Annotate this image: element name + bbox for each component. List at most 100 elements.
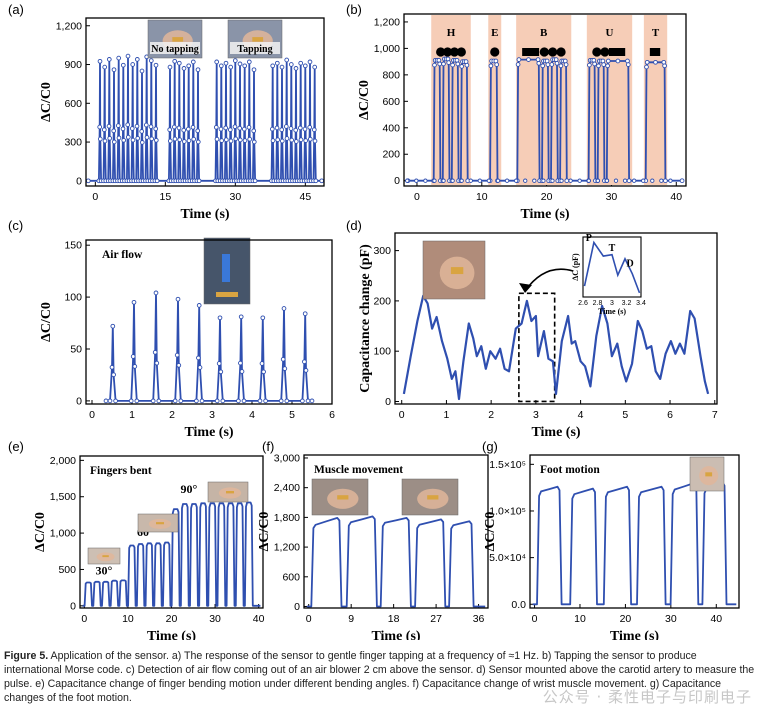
photo-air-blower-nozzle <box>222 254 230 282</box>
y-tick-label: 2,400 <box>274 482 300 494</box>
x-axis-label: Time (s) <box>531 425 580 440</box>
data-marker <box>300 398 305 404</box>
y-tick-label: 400 <box>382 122 400 134</box>
data-marker <box>154 360 160 366</box>
data-marker <box>595 178 600 183</box>
morse-dot <box>600 47 610 57</box>
data-marker <box>130 354 136 359</box>
data-marker <box>526 57 531 62</box>
angle-label: 30° <box>96 564 113 578</box>
series-line <box>306 515 486 608</box>
data-marker <box>445 56 451 62</box>
zoom-arrow <box>524 268 574 292</box>
data-marker <box>307 124 313 130</box>
y-tick-label: 1,000 <box>50 528 76 540</box>
x-tick-label: 0 <box>414 191 420 203</box>
data-marker <box>218 369 224 375</box>
inset-x-tick-label: 3.4 <box>636 300 646 307</box>
x-tick-label: 5 <box>289 409 295 421</box>
data-marker <box>494 62 500 67</box>
panel-a: (a) 0 15 30 45 0 300 600 900 1,200 Time (s) ΔC/C0 No… <box>8 2 325 222</box>
data-marker <box>130 137 136 143</box>
data-marker <box>270 63 276 69</box>
data-marker <box>302 359 307 365</box>
data-marker <box>219 138 225 143</box>
x-tick-label: 40 <box>253 613 265 625</box>
data-marker <box>540 63 546 69</box>
data-marker <box>432 178 437 183</box>
y-tick-label: 200 <box>382 149 400 161</box>
morse-letter: T <box>652 27 660 39</box>
data-marker <box>153 62 159 68</box>
data-marker <box>113 398 118 404</box>
x-tick-label: 10 <box>476 191 488 203</box>
data-marker <box>172 398 178 404</box>
data-marker <box>679 178 685 184</box>
morse-letter-band <box>643 15 668 185</box>
data-marker <box>191 136 197 142</box>
data-marker <box>281 306 287 311</box>
morse-letter: U <box>606 27 614 39</box>
plot-frame <box>529 454 740 609</box>
data-marker <box>171 124 177 130</box>
panel-e: (e) 0 10 20 30 40 0 500 1,000 1,500 2,000 Time (s) Δ… <box>8 439 265 640</box>
y-axis-label: ΔC/C0 <box>39 302 54 342</box>
data-marker <box>139 68 145 74</box>
data-marker <box>223 137 229 143</box>
data-marker <box>263 398 268 404</box>
y-tick-label: 600 <box>382 96 400 108</box>
data-marker <box>116 135 122 141</box>
inset-label-bg <box>150 42 200 54</box>
data-marker <box>455 61 461 67</box>
data-marker <box>120 62 126 68</box>
data-marker <box>167 138 173 144</box>
x-tick-label: 20 <box>620 613 632 625</box>
morse-dash <box>649 48 661 56</box>
y-tick-label: 1,200 <box>374 16 400 28</box>
data-marker <box>515 62 521 67</box>
series-line <box>106 292 312 402</box>
photo-inset-sensor <box>172 37 184 42</box>
morse-dot <box>548 47 558 57</box>
morse-dot <box>556 47 566 57</box>
data-marker <box>139 140 145 145</box>
x-tick-label: 18 <box>388 613 400 625</box>
plot-frame <box>85 17 325 187</box>
data-marker <box>668 178 673 183</box>
y-tick-label: 800 <box>382 69 400 81</box>
data-marker <box>284 136 290 141</box>
data-marker <box>107 135 113 141</box>
inset-x-tick-label: 2.8 <box>593 300 603 307</box>
inset-x-tick-label: 3 <box>610 300 614 307</box>
plot-frame <box>303 454 489 609</box>
data-marker <box>233 136 239 142</box>
data-marker <box>284 57 290 63</box>
data-marker <box>432 62 437 68</box>
x-axis-label: Time (s) <box>520 207 569 222</box>
x-tick-label: 2 <box>488 409 494 421</box>
data-marker <box>252 178 258 184</box>
data-marker <box>613 178 619 183</box>
data-marker <box>148 124 154 130</box>
data-marker <box>251 67 257 73</box>
data-marker <box>663 178 668 184</box>
caption-text: Application of the sensor. a) The respon… <box>4 650 755 704</box>
y-tick-label: 1,500 <box>50 491 76 503</box>
y-tick-label: 300 <box>64 137 82 149</box>
data-marker <box>143 122 149 128</box>
data-marker <box>298 60 304 66</box>
data-marker <box>153 126 159 132</box>
y-tick-label: 1,200 <box>274 542 300 554</box>
watermark: 公众号 · 柔性电子与印刷电子 <box>542 688 752 706</box>
photo-wrist-flexed-sensor <box>427 495 439 500</box>
data-marker <box>284 398 290 404</box>
y-tick-label: 0 <box>394 175 400 187</box>
data-marker <box>190 59 196 65</box>
series-line <box>88 55 322 182</box>
x-tick-label: 15 <box>159 191 171 203</box>
x-tick-label: 27 <box>430 613 442 625</box>
data-marker <box>153 290 159 296</box>
data-marker <box>153 137 159 143</box>
x-tick-label: 30 <box>209 613 221 625</box>
